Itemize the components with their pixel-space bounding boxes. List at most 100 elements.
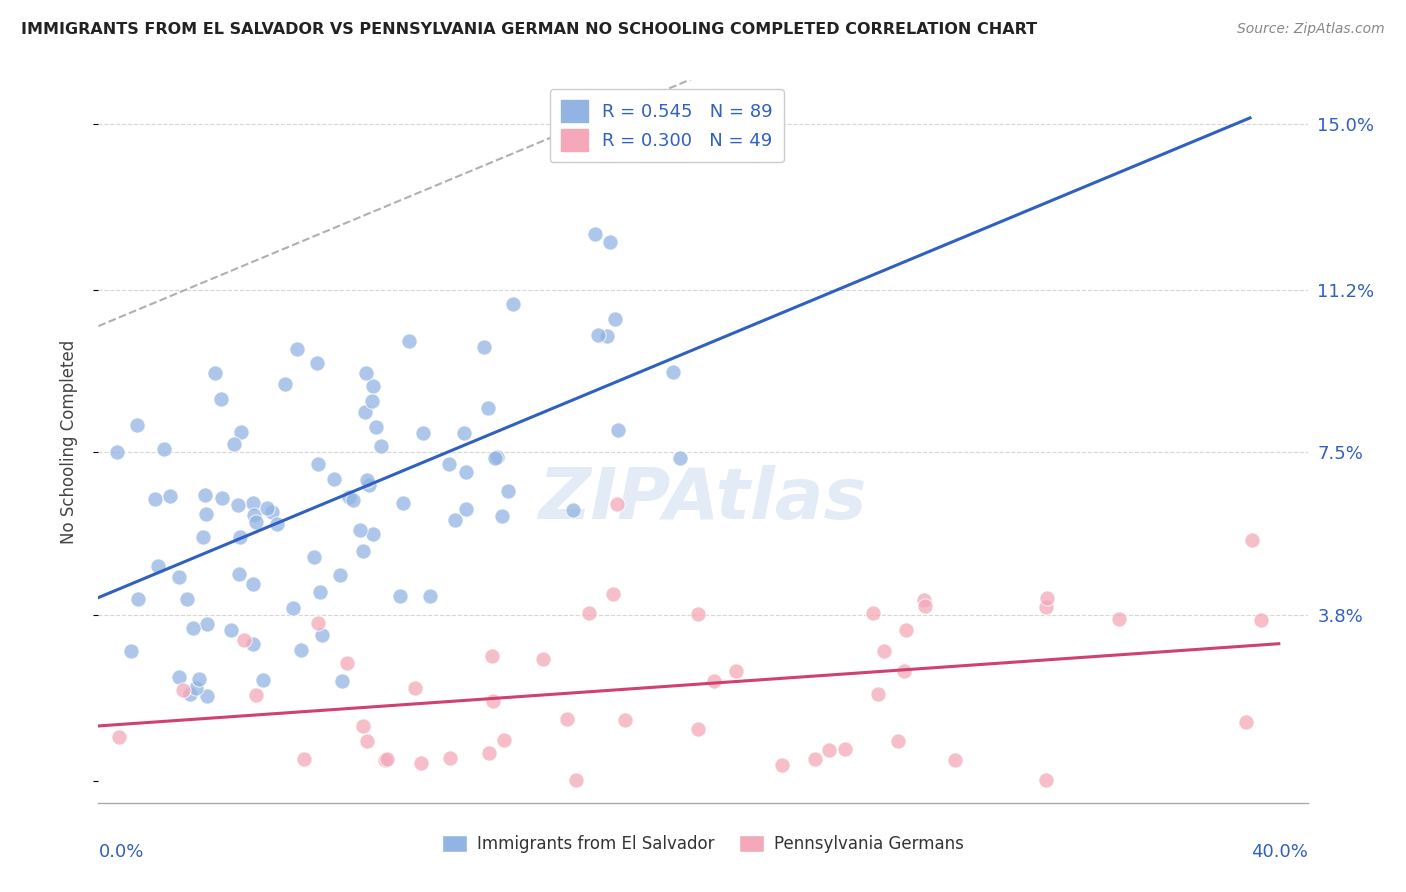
Point <box>914 599 936 613</box>
Point <box>484 451 506 466</box>
Point <box>361 527 384 541</box>
Point <box>688 607 710 621</box>
Point <box>242 637 264 651</box>
Point <box>281 601 304 615</box>
Point <box>308 585 330 599</box>
Point <box>803 752 825 766</box>
Point <box>228 566 250 581</box>
Point <box>159 489 181 503</box>
Point <box>374 752 396 766</box>
Point <box>818 742 841 756</box>
Text: 0.0%: 0.0% <box>98 843 143 861</box>
Point <box>583 227 606 242</box>
Point <box>398 334 420 348</box>
Point <box>894 623 917 637</box>
Point <box>770 757 793 772</box>
Legend: Immigrants from El Salvador, Pennsylvania Germans: Immigrants from El Salvador, Pennsylvani… <box>434 828 972 860</box>
Point <box>605 311 627 326</box>
Point <box>127 591 149 606</box>
Point <box>1234 715 1257 730</box>
Point <box>494 733 516 747</box>
Point <box>602 587 624 601</box>
Point <box>302 550 325 565</box>
Point <box>307 458 329 472</box>
Point <box>491 508 513 523</box>
Point <box>179 687 201 701</box>
Point <box>1108 612 1130 626</box>
Point <box>662 365 685 379</box>
Point <box>243 508 266 523</box>
Point <box>292 751 315 765</box>
Point <box>108 731 131 745</box>
Point <box>478 747 501 761</box>
Point <box>222 437 245 451</box>
Point <box>342 492 364 507</box>
Point <box>454 465 477 479</box>
Point <box>252 673 274 687</box>
Point <box>231 425 253 439</box>
Point <box>148 559 170 574</box>
Point <box>364 420 387 434</box>
Point <box>359 478 381 492</box>
Y-axis label: No Schooling Completed: No Schooling Completed <box>59 340 77 543</box>
Point <box>211 491 233 505</box>
Point <box>204 366 226 380</box>
Point <box>578 606 600 620</box>
Point <box>1250 613 1272 627</box>
Point <box>194 488 217 502</box>
Point <box>485 450 508 465</box>
Text: ZIPAtlas: ZIPAtlas <box>538 465 868 533</box>
Point <box>439 751 461 765</box>
Point <box>219 623 242 637</box>
Point <box>187 672 209 686</box>
Point <box>669 451 692 466</box>
Point <box>724 665 747 679</box>
Point <box>167 670 190 684</box>
Point <box>389 589 412 603</box>
Point <box>614 713 637 727</box>
Point <box>195 689 218 703</box>
Text: IMMIGRANTS FROM EL SALVADOR VS PENNSYLVANIA GERMAN NO SCHOOLING COMPLETED CORREL: IMMIGRANTS FROM EL SALVADOR VS PENNSYLVA… <box>21 22 1038 37</box>
Point <box>404 681 426 695</box>
Point <box>172 682 194 697</box>
Point <box>562 502 585 516</box>
Point <box>586 328 609 343</box>
Point <box>375 751 398 765</box>
Point <box>184 681 207 695</box>
Point <box>914 593 936 607</box>
Point <box>152 442 174 457</box>
Point <box>599 235 621 249</box>
Point <box>209 392 232 407</box>
Point <box>193 530 215 544</box>
Point <box>262 505 284 519</box>
Point <box>337 490 360 504</box>
Point <box>143 491 166 506</box>
Point <box>195 507 218 521</box>
Point <box>125 417 148 432</box>
Point <box>893 664 915 678</box>
Point <box>1036 591 1059 606</box>
Point <box>474 340 496 354</box>
Point <box>555 712 578 726</box>
Point <box>233 632 256 647</box>
Point <box>606 497 628 511</box>
Point <box>419 589 441 603</box>
Point <box>354 366 377 380</box>
Point <box>245 515 267 529</box>
Point <box>105 444 128 458</box>
Point <box>481 649 503 664</box>
Point <box>323 472 346 486</box>
Point <box>392 496 415 510</box>
Point <box>356 473 378 487</box>
Point <box>862 607 884 621</box>
Point <box>242 496 264 510</box>
Point <box>943 753 966 767</box>
Point <box>453 426 475 441</box>
Point <box>245 688 267 702</box>
Point <box>607 424 630 438</box>
Point <box>502 296 524 310</box>
Point <box>285 342 308 356</box>
Point <box>361 378 384 392</box>
Point <box>703 673 725 688</box>
Point <box>352 719 374 733</box>
